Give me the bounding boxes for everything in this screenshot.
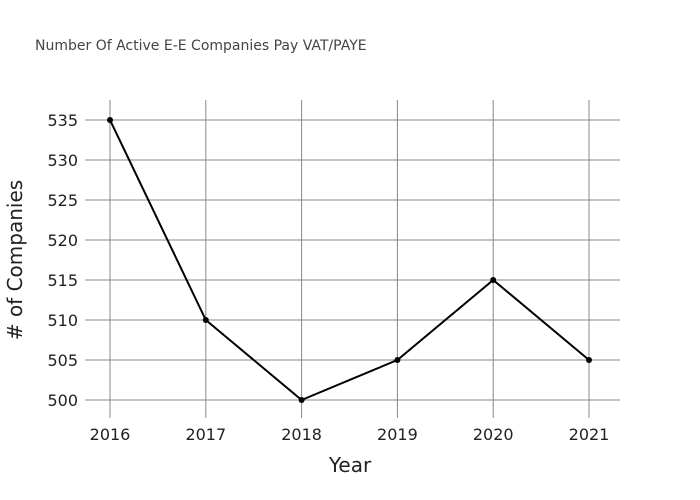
y-tick-label: 525 xyxy=(47,191,78,210)
y-axis-title: # of Companies xyxy=(3,180,27,340)
grid-layer xyxy=(85,100,620,418)
data-point xyxy=(394,357,401,363)
y-tick-label: 500 xyxy=(47,391,78,410)
tick-layer: 500 505 510 515 520 525 530 535 2016 2017 2018 2019… xyxy=(47,111,609,444)
data-point xyxy=(298,397,305,403)
x-axis-title: Year xyxy=(328,453,372,477)
series-layer xyxy=(107,117,592,403)
x-tick-label: 2018 xyxy=(281,425,322,444)
chart-title: Number Of Active E-E Companies Pay VAT/P… xyxy=(35,38,367,54)
y-tick-label: 520 xyxy=(47,231,78,250)
x-tick-label: 2021 xyxy=(569,425,610,444)
y-tick-label: 510 xyxy=(47,311,78,330)
x-tick-label: 2020 xyxy=(473,425,514,444)
y-tick-label: 535 xyxy=(47,111,78,130)
y-tick-label: 505 xyxy=(47,351,78,370)
data-point xyxy=(490,277,497,283)
x-tick-label: 2017 xyxy=(185,425,226,444)
data-point xyxy=(107,117,113,123)
x-tick-label: 2019 xyxy=(377,425,418,444)
series-line xyxy=(109,119,590,401)
y-tick-label: 515 xyxy=(47,271,78,290)
data-point xyxy=(586,357,592,363)
x-tick-label: 2016 xyxy=(90,425,131,444)
data-point xyxy=(202,317,209,323)
y-tick-label: 530 xyxy=(47,151,78,170)
